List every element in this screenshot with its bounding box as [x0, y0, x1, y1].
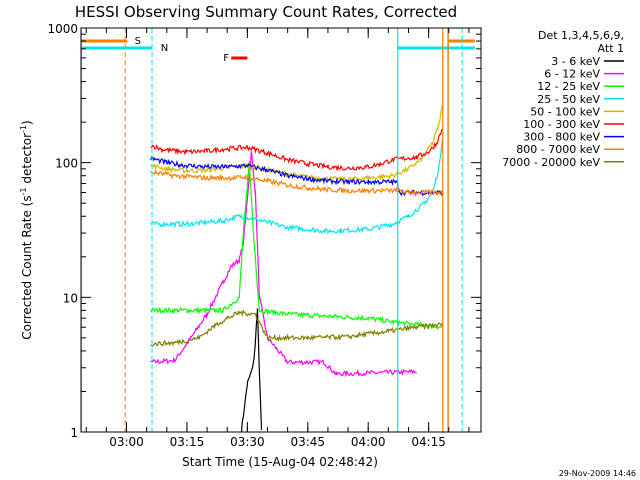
series-line-0 — [240, 308, 263, 432]
series-line-5 — [150, 128, 444, 172]
y-axis-label: Corrected Count Rate (s-1 detector-1) — [19, 120, 34, 339]
series-line-1 — [150, 150, 417, 378]
series-line-7 — [150, 169, 444, 197]
series-line-2 — [150, 161, 443, 330]
chart-title: HESSI Observing Summary Count Rates, Cor… — [75, 3, 457, 21]
series-line-4 — [150, 103, 444, 184]
legend-label-5: 100 - 300 keV — [523, 118, 600, 131]
legend-label-4: 50 - 100 keV — [530, 105, 600, 118]
x-tick-label-2: 03:30 — [230, 435, 265, 449]
x-axis-label: Start Time (15-Aug-04 02:48:42) — [182, 455, 378, 469]
legend-label-1: 6 - 12 keV — [544, 68, 600, 81]
x-tick-label-4: 04:00 — [351, 435, 386, 449]
flag-label-2: F — [223, 53, 229, 64]
axes: 1 10 100 1000 03:00 03:15 03:30 03:45 04:00 04:15 — [47, 22, 482, 449]
legend-label-3: 25 - 50 keV — [537, 93, 600, 106]
series-group — [150, 103, 444, 432]
y-tick-label-2: 100 — [55, 157, 78, 171]
flag-label-0: S — [135, 36, 141, 47]
plot-area: S N F 1 10 100 1000 03:00 03:15 03:30 03:45 04:00 04… — [47, 22, 482, 449]
flag-label-1: N — [161, 43, 168, 54]
y-tick-label-1: 10 — [63, 291, 78, 305]
series-line-3 — [150, 137, 444, 235]
legend-header-detectors: Det 1,3,4,5,6,9, — [538, 29, 624, 42]
flag-markers: S N F — [80, 28, 475, 432]
x-tick-label-3: 03:45 — [290, 435, 325, 449]
legend-label-8: 7000 - 20000 keV — [502, 156, 600, 169]
legend-label-0: 3 - 6 keV — [551, 55, 600, 68]
x-tick-label-0: 03:00 — [109, 435, 144, 449]
y-tick-label-3: 1000 — [47, 22, 78, 36]
footer-date: 29-Nov-2009 14:46 — [559, 469, 636, 478]
series-line-8 — [150, 309, 444, 347]
x-tick-label-5: 04:15 — [411, 435, 446, 449]
x-tick-label-1: 03:15 — [170, 435, 205, 449]
legend-header-attenuator: Att 1 — [598, 42, 624, 55]
y-tick-label-0: 1 — [70, 426, 78, 440]
legend-label-2: 12 - 25 keV — [537, 80, 600, 93]
plot-frame — [80, 27, 482, 433]
legend-label-6: 300 - 800 keV — [523, 131, 600, 144]
series-line-6 — [150, 155, 444, 197]
legend-label-7: 800 - 7000 keV — [516, 143, 600, 156]
